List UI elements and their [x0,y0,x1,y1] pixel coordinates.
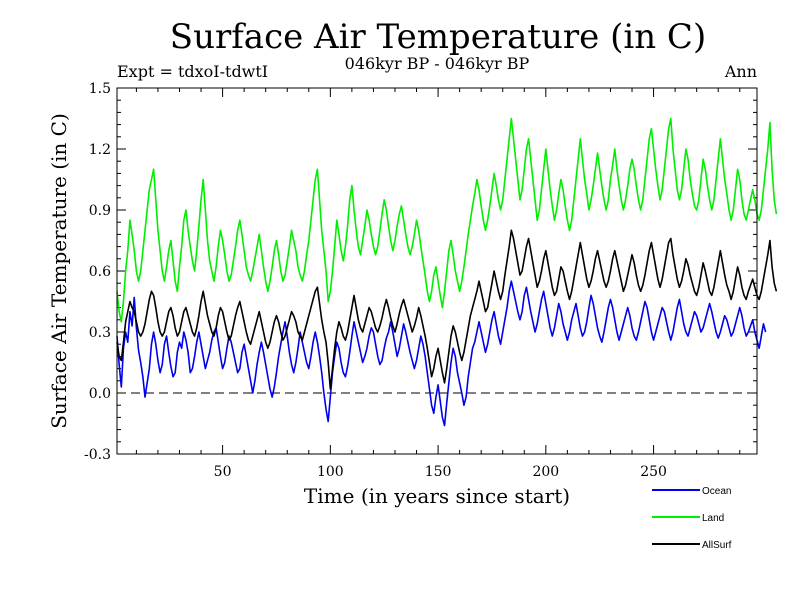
legend-label-allsurf: AllSurf [702,540,732,551]
legend-label-ocean: Ocean [702,486,731,497]
x-axis-label: Time (in years since start) [304,484,570,508]
y-tick-label: 1.5 [89,81,111,97]
series-line-ocean [116,280,767,427]
series-line-land [116,117,778,323]
x-tick-label: 50 [214,464,232,480]
expt-label: Expt = tdxoI-tdwtI [117,62,268,81]
chart-subtitle: 046kyr BP - 046kyr BP [345,54,530,73]
y-tick-label: 0.3 [89,325,111,341]
series-lines [116,117,778,427]
x-tick-label: 150 [425,464,452,480]
axis-ticks: -0.3 0.0 0.3 0.6 0.9 1.2 1.5 50 100 150 200 250 [84,81,757,480]
y-tick-label: 0.0 [89,386,111,402]
legend: Ocean Land AllSurf [652,486,732,551]
series-line-allsurf [116,229,778,390]
chart-title: Surface Air Temperature (in C) [170,17,706,57]
y-tick-label: -0.3 [84,447,111,463]
x-tick-label: 200 [532,464,559,480]
legend-label-land: Land [702,513,724,524]
y-tick-label: 0.9 [89,203,111,219]
x-tick-label: 100 [317,464,344,480]
y-tick-label: 0.6 [89,264,111,280]
plot-frame [116,87,758,455]
season-label: Ann [724,62,757,81]
y-tick-label: 1.2 [89,142,111,158]
x-tick-label: 250 [640,464,667,480]
y-axis-label: Surface Air Temperature (in C) [47,113,71,429]
